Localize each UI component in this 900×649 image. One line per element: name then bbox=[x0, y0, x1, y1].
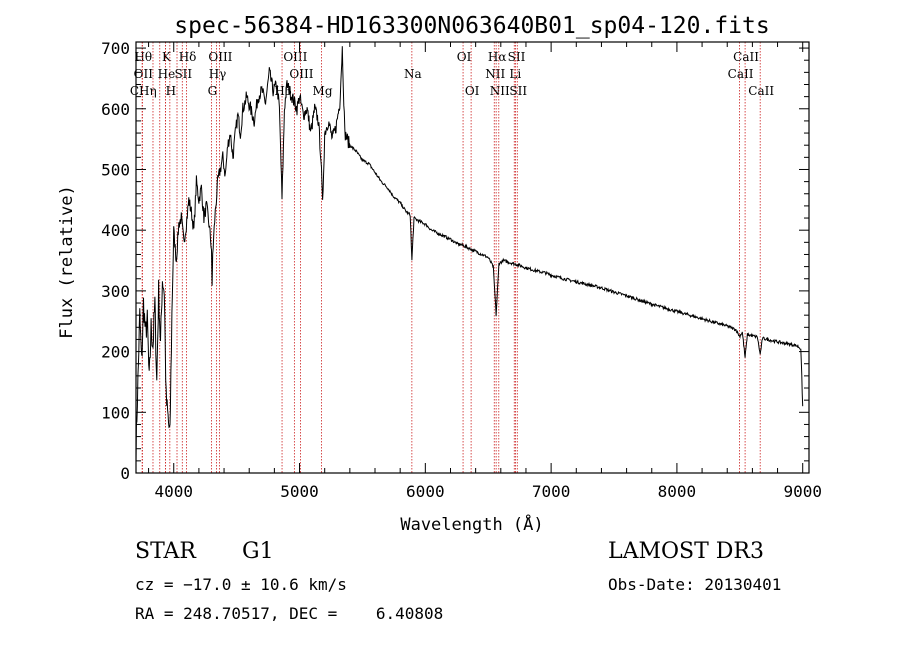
y-tick-label-7: 700 bbox=[101, 39, 130, 58]
x-axis-label: Wavelength (Å) bbox=[400, 513, 543, 535]
survey-name: LAMOST DR3 bbox=[608, 539, 764, 564]
plot-frame bbox=[135, 41, 810, 474]
line-label-0: Hθ bbox=[134, 50, 152, 64]
y-tick-label-6: 600 bbox=[101, 100, 130, 119]
line-label-9: SII bbox=[174, 67, 192, 81]
line-label-27: CaII bbox=[728, 67, 754, 81]
x-tick-label-0: 4000 bbox=[154, 482, 193, 501]
line-label-17: Mg bbox=[313, 84, 333, 98]
line-label-18: Na bbox=[404, 67, 422, 81]
line-label-29: CaII bbox=[748, 84, 774, 98]
ra-dec-coords: RA = 248.70517, DEC = 6.40808 bbox=[135, 604, 444, 623]
x-tick-label-1: 5000 bbox=[280, 482, 319, 501]
line-label-6: He bbox=[158, 67, 176, 81]
line-label-21: NII bbox=[485, 67, 505, 81]
chart-title: spec-56384-HD163300N063640B01_sp04-120.f… bbox=[174, 13, 769, 39]
line-label-5: K bbox=[162, 50, 172, 64]
line-label-28: CaII bbox=[733, 50, 759, 64]
axes: 4000 5000 6000 7000 8000 9000 0 100 200 300 400 500… bbox=[101, 39, 822, 501]
y-tick-label-1: 100 bbox=[101, 403, 130, 422]
line-label-23: NII bbox=[490, 84, 510, 98]
y-axis-label: Flux (relative) bbox=[57, 185, 77, 339]
line-label-1: OII bbox=[134, 67, 154, 81]
line-label-13: OIII bbox=[208, 50, 232, 64]
line-label-22: Hα bbox=[488, 50, 507, 64]
emission-line-markers: HθOIICHηKHeHSIIHδGHγOIIIHβOIIIOIIIMgNaOI… bbox=[130, 42, 774, 473]
object-subclass: G1 bbox=[242, 539, 274, 564]
cz-value: cz = −17.0 ± 10.6 km/s bbox=[135, 575, 347, 594]
line-label-10: Hδ bbox=[179, 50, 197, 64]
x-tick-label-4: 8000 bbox=[658, 482, 697, 501]
line-label-19: OI bbox=[457, 50, 472, 64]
line-label-11: G bbox=[208, 84, 218, 98]
y-tick-label-0: 0 bbox=[120, 464, 130, 483]
obs-date: Obs-Date: 20130401 bbox=[608, 575, 782, 594]
x-tick-label-2: 6000 bbox=[406, 482, 445, 501]
x-tick-label-3: 7000 bbox=[532, 482, 571, 501]
line-label-25: SII bbox=[508, 50, 526, 64]
y-tick-label-3: 300 bbox=[101, 282, 130, 301]
spectrum-line bbox=[135, 46, 804, 463]
line-label-20: OI bbox=[465, 84, 480, 98]
y-tick-label-2: 200 bbox=[101, 343, 130, 362]
line-label-24: Li bbox=[509, 67, 521, 81]
y-tick-label-4: 400 bbox=[101, 221, 130, 240]
line-label-26: SII bbox=[509, 84, 527, 98]
line-label-12: Hγ bbox=[209, 67, 227, 81]
spectrum-series bbox=[135, 46, 804, 463]
y-tick-label-5: 500 bbox=[101, 160, 130, 179]
line-label-15: OIII bbox=[283, 50, 307, 64]
object-type: STAR bbox=[135, 539, 196, 564]
x-tick-label-5: 9000 bbox=[783, 482, 822, 501]
line-label-7: H bbox=[166, 84, 176, 98]
line-label-16: OIII bbox=[289, 67, 313, 81]
